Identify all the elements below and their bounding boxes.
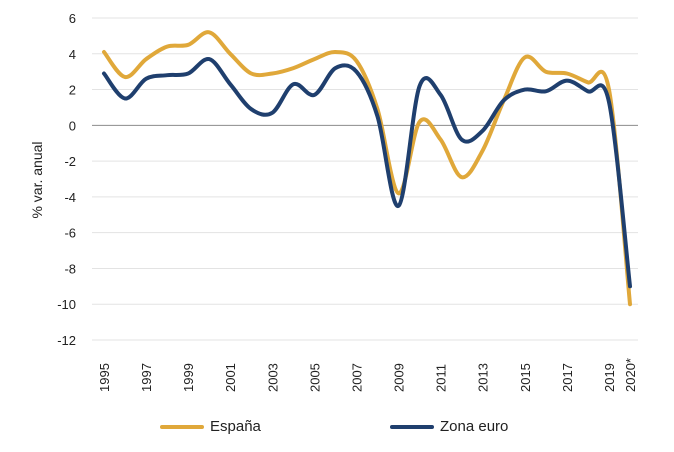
y-tick-label: 4 (69, 47, 76, 62)
legend-label-espana: España (210, 418, 261, 435)
y-tick-label: 0 (69, 118, 76, 133)
x-tick-label: 2005 (307, 363, 322, 392)
y-tick-label: -4 (64, 190, 76, 205)
x-tick-label: 2020* (623, 358, 638, 392)
x-tick-label: 1997 (139, 363, 154, 392)
x-tick-label: 1999 (181, 363, 196, 392)
series-lines (102, 30, 632, 307)
legend-swatch-zona-euro (390, 424, 434, 429)
x-tick-label: 2007 (349, 363, 364, 392)
series-line-espana (102, 30, 632, 307)
y-tick-label: -2 (64, 154, 76, 169)
x-tick-label: 2003 (265, 363, 280, 392)
y-axis-label: % var. anual (29, 141, 45, 218)
x-tick-label: 2013 (476, 363, 491, 392)
x-tick-label: 2009 (392, 363, 407, 392)
x-tick-label: 2019 (602, 363, 617, 392)
legend-label-zona-euro: Zona euro (440, 418, 509, 435)
y-tick-label: -10 (57, 297, 76, 312)
y-tick-labels: 6 4 2 0 -2 -4 -6 -8 -10 -12 (57, 11, 76, 348)
legend-item-zona-euro: Zona euro (390, 418, 508, 435)
x-tick-labels: 1995 1997 1999 2001 2003 2005 2007 2009 2011 2013… (97, 358, 638, 392)
x-tick-label: 2001 (223, 363, 238, 392)
series-line-zona-euro (102, 57, 632, 289)
x-tick-label: 2011 (434, 364, 449, 392)
gridlines (92, 17, 638, 341)
legend-item-espana: España (160, 418, 261, 435)
y-tick-label: -8 (64, 261, 76, 276)
y-tick-label: 2 (69, 83, 76, 98)
x-tick-label: 2017 (560, 363, 575, 392)
y-tick-label: 6 (69, 11, 76, 26)
y-tick-label: -6 (64, 226, 76, 241)
x-tick-label: 1995 (97, 363, 112, 392)
x-tick-label: 2015 (518, 363, 533, 392)
legend-swatch-espana (160, 424, 204, 429)
y-tick-label: -12 (57, 333, 76, 348)
